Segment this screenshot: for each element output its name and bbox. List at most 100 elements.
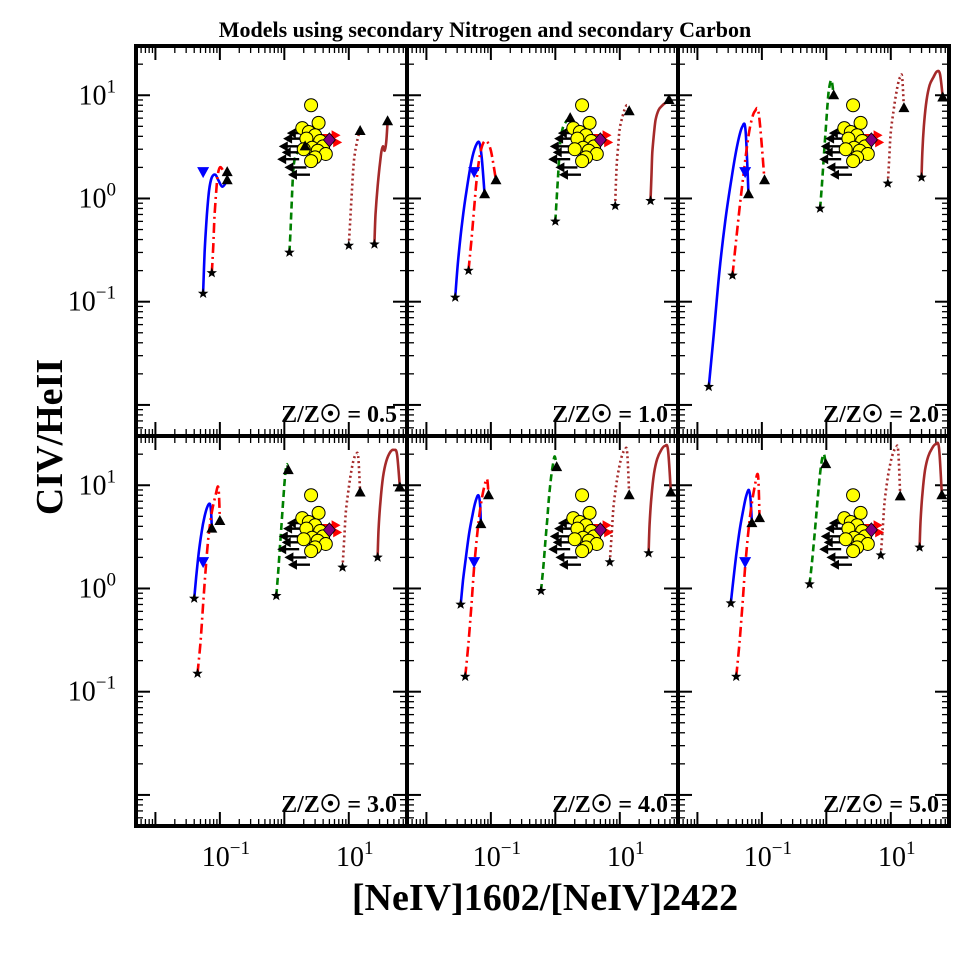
series-line-model-c bbox=[288, 145, 307, 253]
panel-1: Z/Z☉ = 0.5 10−1 100 101 bbox=[68, 44, 409, 438]
start-star-marker bbox=[604, 556, 615, 567]
panel-6: Z/Z☉ = 5.0 10−1 101 bbox=[676, 434, 951, 873]
upper-limit-arrow-head bbox=[278, 141, 288, 152]
upper-limit-arrow-head bbox=[819, 154, 829, 165]
blue-triangle-point bbox=[197, 557, 210, 569]
upper-limit-arrow-head bbox=[287, 559, 297, 570]
end-triangle-marker bbox=[551, 461, 563, 472]
series-line-model-a bbox=[729, 488, 754, 604]
panel-label: Z/Z☉ = 4.0 bbox=[552, 792, 668, 818]
series-line-model-b bbox=[463, 477, 490, 677]
end-triangle-marker bbox=[354, 125, 366, 136]
upper-limit-arrow-head bbox=[828, 518, 838, 529]
series-line-model-a bbox=[453, 140, 486, 298]
start-star-marker bbox=[463, 265, 474, 276]
x-tick-label: 10−1 bbox=[473, 838, 521, 873]
upper-limit-arrow-head bbox=[552, 537, 562, 548]
upper-limit-arrow-head bbox=[820, 531, 830, 542]
start-star-marker bbox=[725, 597, 737, 608]
upper-limit-arrow-head bbox=[281, 147, 291, 158]
end-triangle-marker bbox=[475, 518, 487, 529]
series-line-model-d bbox=[886, 73, 906, 184]
panel-label: Z/Z☉ = 5.0 bbox=[823, 792, 939, 818]
panel-plot-area bbox=[450, 93, 675, 302]
upper-limit-arrow-head bbox=[825, 133, 835, 144]
upper-limit-arrow-head bbox=[555, 162, 565, 173]
blue-triangle-point bbox=[739, 557, 752, 569]
start-star-marker bbox=[550, 215, 561, 226]
panel-frame bbox=[134, 434, 409, 828]
purple-diamond-point bbox=[593, 522, 607, 538]
series-line-model-e bbox=[649, 98, 670, 201]
upper-limit-arrow-head bbox=[554, 523, 564, 534]
series-line-model-a bbox=[192, 502, 214, 599]
x-axis-label: [NeIV]1602/[NeIV]2422 bbox=[352, 877, 738, 919]
start-star-marker bbox=[914, 541, 925, 552]
panel-label: Z/Z☉ = 0.5 bbox=[281, 402, 397, 428]
panel-label: Z/Z☉ = 1.0 bbox=[552, 402, 668, 428]
panel-ticks bbox=[135, 435, 408, 827]
end-triangle-marker bbox=[742, 188, 754, 199]
start-star-marker bbox=[337, 561, 348, 572]
upper-limit-arrow-head bbox=[554, 133, 564, 144]
end-triangle-marker bbox=[937, 91, 949, 102]
start-star-marker bbox=[882, 177, 894, 188]
start-star-marker bbox=[535, 585, 547, 596]
end-triangle-marker bbox=[221, 174, 233, 185]
series-line-model-b bbox=[196, 485, 222, 674]
chart-title: Models using secondary Nitrogen and seco… bbox=[219, 17, 752, 42]
observed-point bbox=[846, 544, 861, 559]
end-triangle-marker bbox=[936, 489, 948, 500]
start-star-marker bbox=[460, 671, 471, 682]
observed-point bbox=[575, 488, 590, 503]
panel-plot-area bbox=[455, 443, 677, 682]
upper-limit-arrow-head bbox=[548, 544, 558, 555]
start-star-marker bbox=[343, 240, 354, 250]
upper-limit-arrow-head bbox=[278, 531, 288, 542]
end-triangle-marker bbox=[490, 174, 502, 185]
start-star-marker bbox=[189, 593, 200, 603]
x-tick-label: 101 bbox=[336, 838, 374, 873]
panel-2: Z/Z☉ = 1.0 bbox=[405, 44, 680, 438]
purple-diamond-point bbox=[864, 522, 878, 538]
upper-limit-arrow-head bbox=[548, 154, 558, 165]
panel-3: Z/Z☉ = 2.0 bbox=[676, 44, 951, 438]
y-tick-label: 101 bbox=[79, 76, 117, 111]
end-triangle-marker bbox=[479, 188, 491, 199]
start-star-marker bbox=[916, 171, 927, 182]
x-tick-label: 101 bbox=[878, 838, 916, 873]
observed-point bbox=[296, 532, 311, 547]
upper-limit-arrow-head bbox=[557, 518, 567, 529]
observed-point bbox=[567, 142, 582, 157]
observed-point bbox=[304, 544, 319, 559]
end-triangle-marker bbox=[564, 112, 576, 123]
end-triangle-marker bbox=[754, 512, 766, 523]
start-star-marker bbox=[727, 269, 738, 280]
end-triangle-marker bbox=[382, 115, 394, 126]
y-axis-label: CIV/HeII bbox=[29, 359, 71, 515]
start-star-marker bbox=[372, 551, 383, 562]
end-triangle-marker bbox=[898, 102, 910, 113]
start-star-marker bbox=[703, 381, 714, 392]
upper-limit-arrow-head bbox=[549, 141, 559, 152]
series-line-model-b bbox=[467, 139, 498, 271]
end-triangle-marker bbox=[354, 486, 366, 497]
start-star-marker bbox=[875, 549, 886, 560]
blue-triangle-point bbox=[468, 557, 481, 569]
x-tick-label: 10−1 bbox=[744, 838, 792, 873]
series-line-model-d bbox=[347, 130, 362, 246]
blue-triangle-point bbox=[197, 167, 210, 179]
purple-diamond-point bbox=[864, 132, 878, 148]
y-tick-label: 10−1 bbox=[68, 283, 116, 318]
purple-diamond-point bbox=[593, 132, 607, 148]
panel-label: Z/Z☉ = 2.0 bbox=[823, 402, 939, 428]
start-star-marker bbox=[643, 547, 654, 558]
start-star-marker bbox=[206, 267, 217, 278]
upper-limit-arrow-head bbox=[823, 537, 833, 548]
panel-ticks bbox=[677, 45, 950, 437]
panel-plot-area bbox=[703, 69, 949, 392]
panel-ticks bbox=[677, 435, 950, 827]
panel-label: Z/Z☉ = 3.0 bbox=[281, 792, 397, 818]
panel-4: Z/Z☉ = 3.0 10−1 100 101 10−1 101 bbox=[68, 434, 409, 873]
